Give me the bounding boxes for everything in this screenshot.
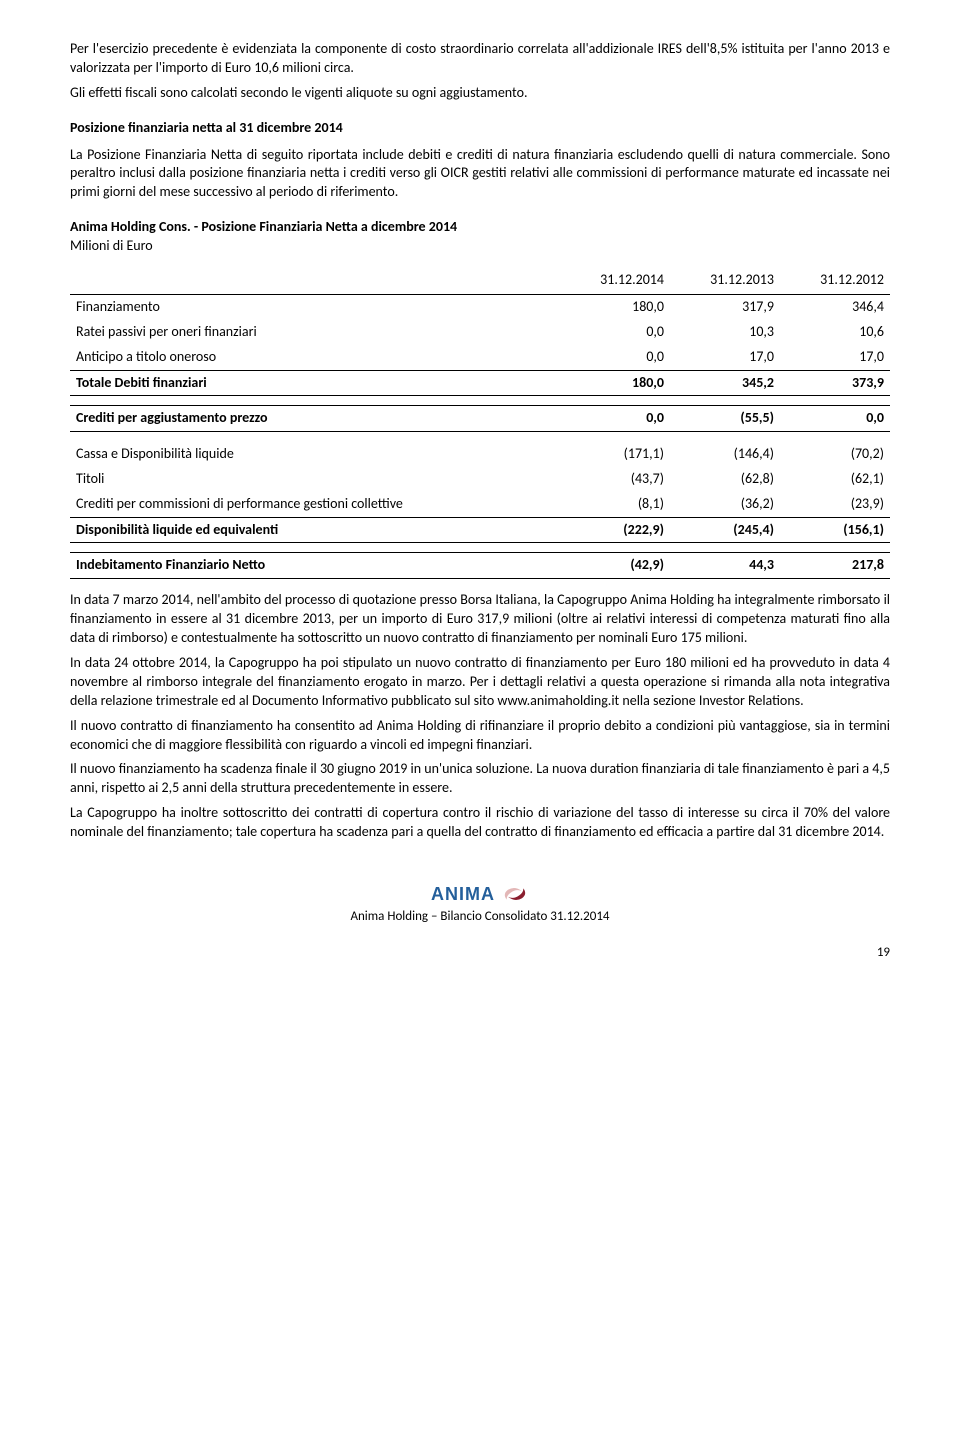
table-row: Finanziamento180,0317,9346,4 bbox=[70, 294, 890, 319]
row-value: (70,2) bbox=[780, 442, 890, 467]
anima-logo-text: ANIMA bbox=[431, 882, 495, 906]
row-label: Titoli bbox=[70, 467, 560, 492]
row-value: 180,0 bbox=[560, 294, 670, 319]
row-value: 346,4 bbox=[780, 294, 890, 319]
row-value: 10,3 bbox=[670, 320, 780, 345]
body-paragraph-5: La Capogruppo ha inoltre sottoscritto de… bbox=[70, 804, 890, 842]
row-value: (62,1) bbox=[780, 467, 890, 492]
col-header-2012: 31.12.2012 bbox=[780, 268, 890, 294]
anima-logo: ANIMA bbox=[431, 882, 529, 906]
row-value: (42,9) bbox=[560, 553, 670, 579]
row-value: 180,0 bbox=[560, 370, 670, 396]
table-row: Indebitamento Finanziario Netto(42,9)44,… bbox=[70, 553, 890, 579]
row-value: 0,0 bbox=[780, 406, 890, 432]
table-gap-row bbox=[70, 396, 890, 406]
table-row: Ratei passivi per oneri finanziari0,010,… bbox=[70, 320, 890, 345]
page-number: 19 bbox=[70, 944, 890, 962]
row-label: Crediti per commissioni di performance g… bbox=[70, 492, 560, 517]
table-gap-row bbox=[70, 432, 890, 442]
row-value: (23,9) bbox=[780, 492, 890, 517]
table-unit: Milioni di Euro bbox=[70, 237, 890, 256]
body-paragraph-1: In data 7 marzo 2014, nell'ambito del pr… bbox=[70, 591, 890, 648]
net-financial-position-table: 31.12.2014 31.12.2013 31.12.2012 Finanzi… bbox=[70, 268, 890, 579]
row-value: 0,0 bbox=[560, 320, 670, 345]
row-label: Totale Debiti finanziari bbox=[70, 370, 560, 396]
row-value: (55,5) bbox=[670, 406, 780, 432]
row-value: (245,4) bbox=[670, 517, 780, 543]
col-header-2013: 31.12.2013 bbox=[670, 268, 780, 294]
row-value: (222,9) bbox=[560, 517, 670, 543]
row-value: (156,1) bbox=[780, 517, 890, 543]
body-paragraph-2: In data 24 ottobre 2014, la Capogruppo h… bbox=[70, 654, 890, 711]
row-value: 17,0 bbox=[780, 345, 890, 370]
table-row: Crediti per aggiustamento prezzo0,0(55,5… bbox=[70, 406, 890, 432]
body-paragraph-3: Il nuovo contratto di finanziamento ha c… bbox=[70, 717, 890, 755]
row-value: 10,6 bbox=[780, 320, 890, 345]
page-footer: ANIMA Anima Holding – Bilancio Consolida… bbox=[70, 882, 890, 961]
table-heading: Anima Holding Cons. - Posizione Finanzia… bbox=[70, 218, 890, 237]
row-value: (36,2) bbox=[670, 492, 780, 517]
row-value: (171,1) bbox=[560, 442, 670, 467]
table-row: Titoli(43,7)(62,8)(62,1) bbox=[70, 467, 890, 492]
col-header-2014: 31.12.2014 bbox=[560, 268, 670, 294]
intro-paragraph-2: Gli effetti fiscali sono calcolati secon… bbox=[70, 84, 890, 103]
body-paragraph-4: Il nuovo finanziamento ha scadenza final… bbox=[70, 760, 890, 798]
row-value: 317,9 bbox=[670, 294, 780, 319]
table-row: Cassa e Disponibilità liquide(171,1)(146… bbox=[70, 442, 890, 467]
row-label: Indebitamento Finanziario Netto bbox=[70, 553, 560, 579]
table-row: Anticipo a titolo oneroso0,017,017,0 bbox=[70, 345, 890, 370]
row-label: Cassa e Disponibilità liquide bbox=[70, 442, 560, 467]
table-header-row: 31.12.2014 31.12.2013 31.12.2012 bbox=[70, 268, 890, 294]
row-value: (43,7) bbox=[560, 467, 670, 492]
table-row: Crediti per commissioni di performance g… bbox=[70, 492, 890, 517]
row-label: Disponibilità liquide ed equivalenti bbox=[70, 517, 560, 543]
row-value: 0,0 bbox=[560, 406, 670, 432]
table-gap-row bbox=[70, 543, 890, 553]
intro-paragraph-1: Per l'esercizio precedente è evidenziata… bbox=[70, 40, 890, 78]
col-header-label bbox=[70, 268, 560, 294]
row-value: 0,0 bbox=[560, 345, 670, 370]
section-paragraph-1: La Posizione Finanziaria Netta di seguit… bbox=[70, 146, 890, 203]
row-value: 17,0 bbox=[670, 345, 780, 370]
row-value: (8,1) bbox=[560, 492, 670, 517]
row-value: (146,4) bbox=[670, 442, 780, 467]
row-label: Ratei passivi per oneri finanziari bbox=[70, 320, 560, 345]
section-title: Posizione finanziaria netta al 31 dicemb… bbox=[70, 119, 890, 138]
row-value: 345,2 bbox=[670, 370, 780, 396]
anima-logo-mark-icon bbox=[501, 885, 529, 903]
row-value: (62,8) bbox=[670, 467, 780, 492]
footer-caption: Anima Holding – Bilancio Consolidato 31.… bbox=[70, 908, 890, 926]
row-value: 44,3 bbox=[670, 553, 780, 579]
row-value: 373,9 bbox=[780, 370, 890, 396]
table-row: Disponibilità liquide ed equivalenti(222… bbox=[70, 517, 890, 543]
table-row: Totale Debiti finanziari180,0345,2373,9 bbox=[70, 370, 890, 396]
row-label: Crediti per aggiustamento prezzo bbox=[70, 406, 560, 432]
row-value: 217,8 bbox=[780, 553, 890, 579]
row-label: Anticipo a titolo oneroso bbox=[70, 345, 560, 370]
row-label: Finanziamento bbox=[70, 294, 560, 319]
